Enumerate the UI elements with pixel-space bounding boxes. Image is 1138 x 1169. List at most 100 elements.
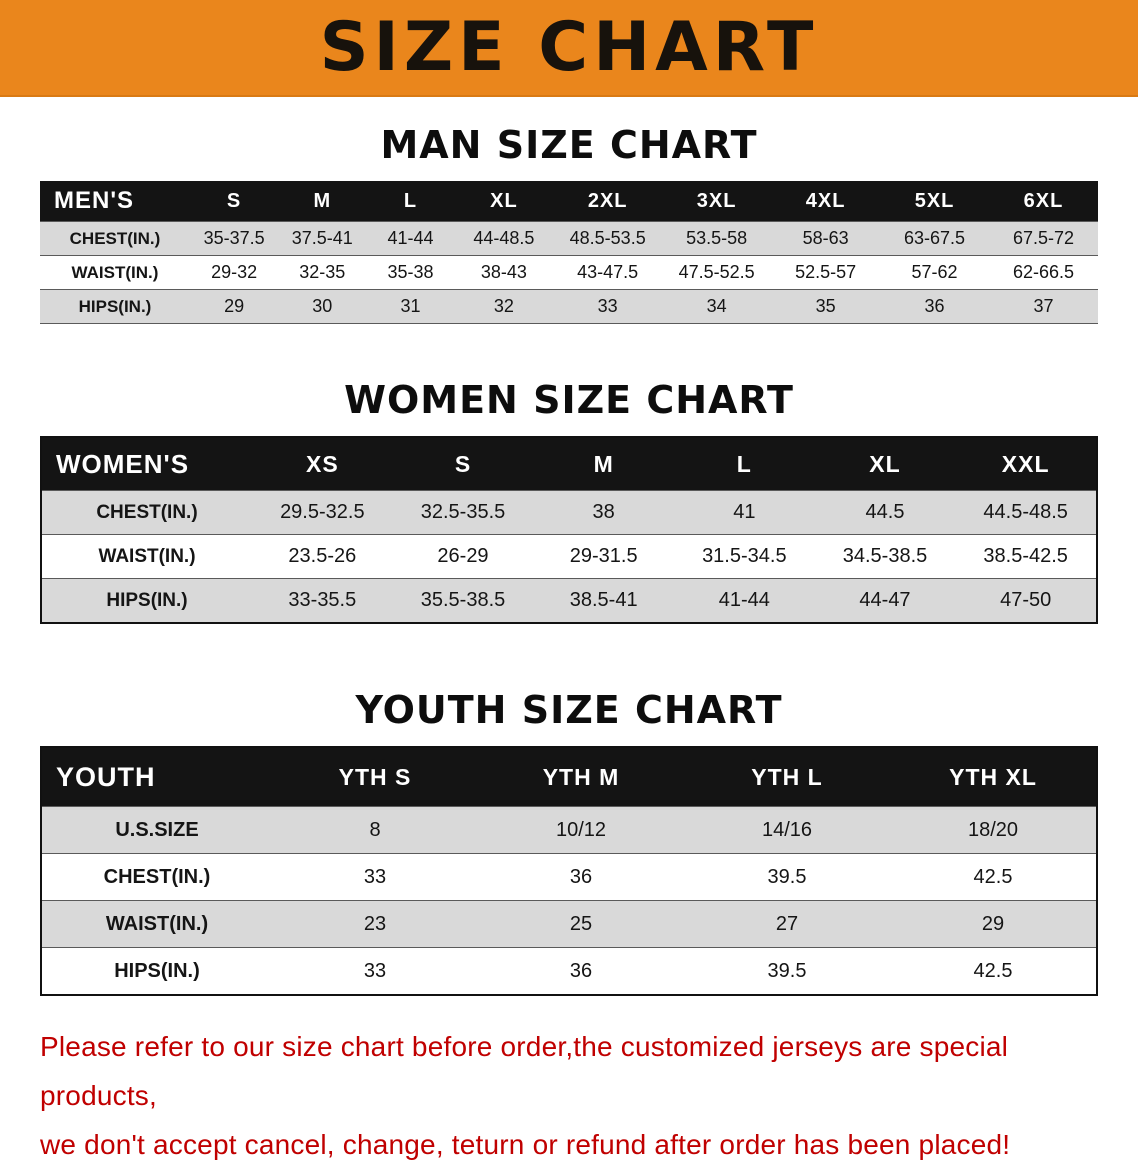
banner: SIZE CHART	[0, 0, 1138, 97]
table-cell: 31.5-34.5	[702, 545, 787, 567]
youth-row-chest: CHEST(IN.) 33 36 39.5 42.5	[42, 853, 1096, 900]
table-cell: 35-38	[387, 262, 434, 282]
women-size-table: WOMEN'S XS S M L XL XXL CHEST(IN.) 29.5-…	[40, 436, 1098, 624]
table-cell: 32	[493, 296, 514, 316]
banner-title: SIZE CHART	[319, 7, 819, 87]
women-row-chest: CHEST(IN.) 29.5-32.5 32.5-35.5 38 41 44.…	[42, 490, 1096, 534]
table-cell: 35	[815, 296, 836, 316]
men-row-waist: WAIST(IN.) 29-32 32-35 35-38 38-43 43-47…	[40, 255, 1098, 289]
table-cell: 23	[363, 912, 387, 935]
women-table-header-row: WOMEN'S XS S M L XL XXL	[42, 438, 1096, 490]
order-policy-line-1: Please refer to our size chart before or…	[40, 1031, 1009, 1111]
table-cell: 33	[363, 959, 387, 982]
youth-column-header: YTH S	[338, 763, 412, 790]
table-cell: 42.5	[973, 865, 1013, 888]
table-cell: 27	[775, 912, 799, 935]
table-cell: 34.5-38.5	[842, 545, 928, 567]
men-column-header: 6XL	[1023, 189, 1064, 212]
table-cell: 18/20	[967, 818, 1019, 841]
women-column-header: M	[593, 450, 614, 477]
men-size-table: MEN'S S M L XL 2XL 3XL 4XL 5XL 6XL CHEST…	[40, 181, 1098, 324]
table-cell: 39.5	[767, 959, 807, 982]
men-column-header: L	[403, 189, 418, 212]
women-column-header: XL	[869, 450, 901, 477]
table-cell: 38-43	[480, 262, 527, 282]
table-cell: 37	[1033, 296, 1054, 316]
order-policy-notice: Please refer to our size chart before or…	[40, 1022, 1110, 1169]
table-cell: 29	[981, 912, 1005, 935]
table-cell: 44-48.5	[473, 228, 535, 248]
youth-row-waist: WAIST(IN.) 23 25 27 29	[42, 900, 1096, 947]
table-cell: 47-50	[1000, 589, 1052, 611]
table-cell: 31	[400, 296, 421, 316]
table-cell: 35-37.5	[203, 228, 265, 248]
youth-section-heading: YOUTH SIZE CHART	[355, 688, 783, 732]
table-cell: 36	[924, 296, 945, 316]
men-row-hips: HIPS(IN.) 29 30 31 32 33 34 35 36 37	[40, 289, 1098, 323]
table-cell: 8	[369, 818, 381, 841]
table-cell: 44-47	[859, 589, 911, 611]
table-cell: 52.5-57	[795, 262, 857, 282]
table-cell: 26-29	[437, 545, 489, 567]
table-cell: 53.5-58	[686, 228, 748, 248]
row-label: WAIST(IN.)	[98, 545, 196, 567]
men-table-title-cell: MEN'S	[54, 187, 135, 214]
men-column-header: 4XL	[805, 189, 846, 212]
women-column-header: L	[736, 450, 752, 477]
men-column-header: S	[226, 189, 242, 212]
youth-row-ussize: U.S.SIZE 8 10/12 14/16 18/20	[42, 806, 1096, 853]
women-section-heading: WOMEN SIZE CHART	[344, 378, 794, 422]
table-cell: 29-31.5	[569, 545, 638, 567]
row-label: CHEST(IN.)	[69, 228, 161, 248]
table-cell: 41	[733, 501, 756, 523]
table-cell: 10/12	[555, 818, 607, 841]
row-label: U.S.SIZE	[115, 818, 199, 841]
table-cell: 58-63	[802, 228, 849, 248]
table-cell: 43-47.5	[577, 262, 639, 282]
table-cell: 47.5-52.5	[678, 262, 755, 282]
table-cell: 29	[224, 296, 245, 316]
table-cell: 44.5	[865, 501, 905, 523]
row-label: WAIST(IN.)	[105, 912, 209, 935]
table-cell: 39.5	[767, 865, 807, 888]
women-row-waist: WAIST(IN.) 23.5-26 26-29 29-31.5 31.5-34…	[42, 534, 1096, 578]
table-cell: 30	[312, 296, 333, 316]
table-cell: 57-62	[911, 262, 958, 282]
men-column-header: 3XL	[696, 189, 737, 212]
table-cell: 14/16	[761, 818, 813, 841]
table-cell: 33	[597, 296, 618, 316]
table-cell: 34	[706, 296, 727, 316]
table-cell: 32-35	[299, 262, 346, 282]
row-label: CHEST(IN.)	[103, 865, 211, 888]
table-cell: 42.5	[973, 959, 1013, 982]
table-cell: 36	[569, 959, 593, 982]
youth-column-header: YTH M	[542, 763, 620, 790]
men-column-header: M	[313, 189, 332, 212]
row-label: CHEST(IN.)	[96, 501, 198, 523]
youth-column-header: YTH L	[751, 763, 823, 790]
women-column-header: XS	[305, 450, 339, 477]
youth-table-header-row: YOUTH YTH S YTH M YTH L YTH XL	[42, 748, 1096, 806]
men-row-chest: CHEST(IN.) 35-37.5 37.5-41 41-44 44-48.5…	[40, 221, 1098, 255]
table-cell: 41-44	[387, 228, 434, 248]
table-cell: 63-67.5	[904, 228, 966, 248]
table-cell: 37.5-41	[291, 228, 353, 248]
table-cell: 35.5-38.5	[420, 589, 506, 611]
youth-column-header: YTH XL	[949, 763, 1037, 790]
table-cell: 67.5-72	[1012, 228, 1075, 248]
row-label: WAIST(IN.)	[71, 262, 159, 282]
table-cell: 38	[592, 501, 615, 523]
row-label: HIPS(IN.)	[78, 296, 152, 316]
men-table-header-row: MEN'S S M L XL 2XL 3XL 4XL 5XL 6XL	[40, 181, 1098, 221]
men-column-header: 2XL	[587, 189, 628, 212]
table-cell: 38.5-42.5	[983, 545, 1068, 567]
youth-size-table: YOUTH YTH S YTH M YTH L YTH XL U.S.SIZE …	[40, 746, 1098, 996]
table-cell: 33	[363, 865, 387, 888]
row-label: HIPS(IN.)	[114, 959, 200, 982]
row-label: HIPS(IN.)	[106, 589, 188, 611]
table-cell: 29-32	[211, 262, 258, 282]
women-column-header: S	[454, 450, 472, 477]
women-row-hips: HIPS(IN.) 33-35.5 35.5-38.5 38.5-41 41-4…	[42, 578, 1096, 622]
table-cell: 62-66.5	[1012, 262, 1075, 282]
